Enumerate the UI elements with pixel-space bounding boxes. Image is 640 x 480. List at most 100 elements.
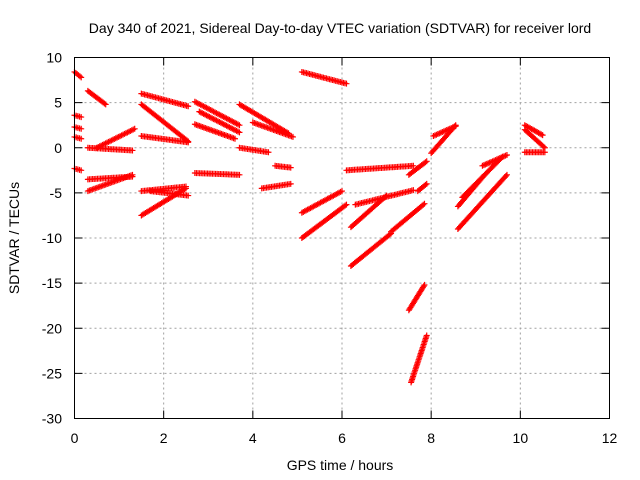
series-arc30: [352, 187, 417, 208]
data-point: [236, 122, 243, 129]
series-arc39: [430, 123, 459, 140]
series-arc29: [343, 162, 417, 174]
data-point: [129, 171, 136, 178]
x-axis-label: GPS time / hours: [287, 457, 394, 473]
x-tick-label: 12: [602, 430, 618, 446]
data-point: [78, 167, 85, 174]
data-point: [502, 173, 509, 180]
data-point: [423, 158, 430, 165]
x-tick-label: 0: [71, 430, 79, 446]
data-point: [386, 231, 393, 238]
data-point: [343, 80, 350, 87]
data-point: [185, 139, 192, 146]
data-point: [78, 114, 85, 121]
data-point: [423, 332, 430, 339]
data-point: [422, 159, 429, 166]
data-point: [539, 132, 546, 139]
x-tick-label: 8: [427, 430, 435, 446]
data-point: [343, 201, 350, 208]
series-arc13: [138, 133, 192, 146]
series-arc20: [191, 170, 243, 178]
data-point: [232, 135, 238, 142]
series-arc19: [196, 108, 243, 136]
series-arc26: [298, 68, 350, 87]
data-point: [503, 171, 510, 178]
y-tick-label: 5: [54, 95, 62, 111]
series-arc37: [408, 332, 430, 386]
y-tick-label: -15: [42, 275, 62, 291]
data-point: [421, 200, 428, 207]
data-point: [185, 192, 192, 199]
series-arc44: [521, 126, 548, 151]
series-arc02: [71, 112, 85, 121]
data-point: [185, 103, 192, 110]
data-point: [383, 192, 390, 199]
data-point: [422, 181, 429, 188]
y-tick-label: -20: [42, 320, 62, 336]
data-point: [76, 73, 83, 80]
data-point: [102, 101, 109, 108]
series-arc04: [71, 133, 85, 142]
data-point: [131, 125, 138, 132]
data-point: [420, 201, 427, 208]
series-arc31: [347, 192, 390, 231]
series-arc10: [84, 171, 136, 195]
y-tick-label: -5: [50, 185, 63, 201]
data-point: [410, 187, 417, 194]
series-arc05: [71, 165, 85, 174]
series-arc35: [414, 180, 430, 195]
y-tick-label: -25: [42, 365, 62, 381]
data-point: [452, 123, 459, 130]
data-point: [236, 129, 243, 136]
y-tick-labels: 10 5 0 -5 -10 -15 -20 -25 -30: [42, 50, 62, 427]
y-axis-label: SDTVAR / TECUs: [6, 182, 22, 294]
series-arc23: [236, 144, 272, 156]
data-point: [78, 135, 85, 142]
data-point: [265, 149, 272, 156]
x-tick-label: 2: [160, 430, 168, 446]
data-point: [423, 180, 430, 187]
axis-ticks: [74, 57, 610, 419]
data-point: [129, 147, 136, 154]
data-point: [182, 183, 189, 190]
series-arc24: [258, 180, 294, 192]
data-point: [287, 180, 294, 187]
series-arc11: [138, 90, 192, 110]
x-tick-label: 4: [249, 430, 257, 446]
data-point: [78, 125, 85, 132]
data-point: [78, 74, 85, 81]
series-arc06: [84, 87, 109, 108]
series-arc08: [93, 125, 138, 151]
series-arc18: [191, 121, 238, 142]
x-tick-labels: 0 2 4 6 8 10 12: [71, 430, 618, 446]
series-arc33: [388, 200, 428, 235]
y-tick-label: -30: [42, 411, 62, 427]
data-point: [538, 131, 545, 138]
series-arc43: [479, 151, 510, 169]
data-point: [236, 171, 243, 178]
data-points: [71, 68, 548, 386]
series-arc12: [138, 101, 192, 145]
data-point: [540, 143, 547, 150]
data-point: [101, 100, 108, 107]
data-point: [503, 151, 510, 158]
series-arc17: [191, 98, 243, 129]
grid-lines: [74, 57, 610, 419]
series-arc46: [521, 122, 546, 139]
y-tick-label: 0: [54, 140, 62, 156]
series-arc32: [347, 230, 395, 269]
series-arc01: [71, 68, 85, 81]
data-point: [289, 133, 296, 140]
data-point: [421, 281, 428, 288]
series-arc36: [405, 281, 428, 314]
data-point: [420, 283, 427, 290]
series-arc28: [298, 201, 350, 241]
series-arc03: [71, 123, 85, 132]
x-tick-label: 10: [513, 430, 529, 446]
series-arc22: [249, 119, 296, 140]
x-tick-label: 6: [338, 430, 346, 446]
data-point: [287, 164, 294, 171]
chart-title: Day 340 of 2021, Sidereal Day-to-day VTE…: [89, 20, 591, 36]
series-arc25: [272, 162, 294, 171]
